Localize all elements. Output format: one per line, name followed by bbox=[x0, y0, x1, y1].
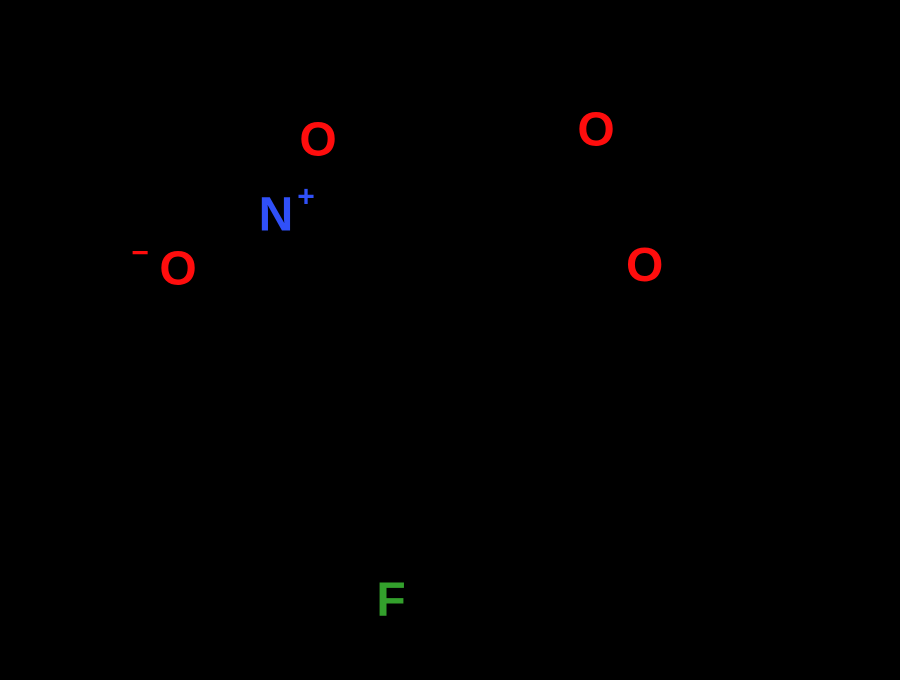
atom-OH: OH bbox=[626, 239, 698, 292]
atom-O3: O bbox=[577, 104, 614, 157]
atom-O1: O bbox=[299, 114, 336, 167]
atom-O2: O bbox=[159, 243, 196, 296]
charge-O2: − bbox=[131, 237, 149, 270]
atom-N: N bbox=[259, 189, 294, 242]
charge-N: + bbox=[297, 181, 315, 214]
atom-F: F bbox=[376, 574, 405, 627]
